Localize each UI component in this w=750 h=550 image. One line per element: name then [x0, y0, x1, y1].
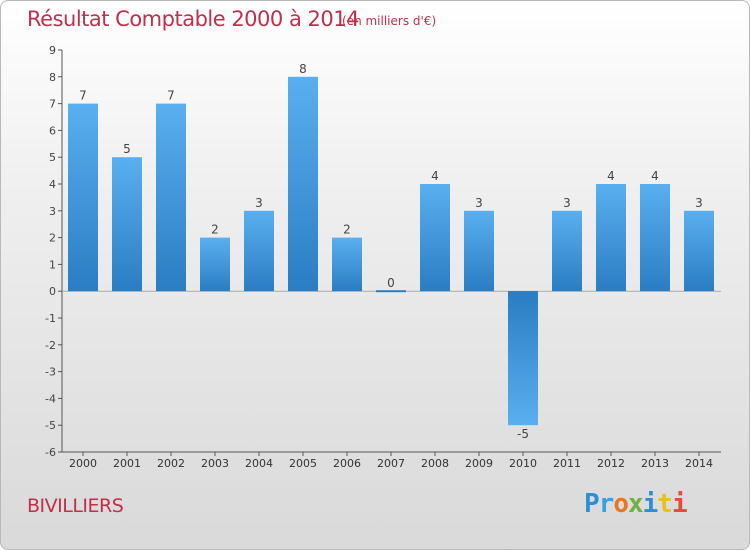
chart-subtitle: (en milliers d'€) [342, 14, 437, 28]
x-tick-label: 2010 [509, 457, 537, 470]
logo-letter: i [642, 489, 659, 519]
data-label: 7 [79, 89, 87, 103]
bar-2012 [596, 184, 626, 292]
bar-2005 [288, 76, 318, 292]
data-label: 2 [343, 223, 351, 237]
x-tick-label: 2012 [597, 457, 625, 470]
data-label: 7 [167, 89, 175, 103]
x-tick-label: 2006 [333, 457, 361, 470]
y-tick-label: 4 [49, 178, 56, 191]
y-tick-label: -4 [45, 392, 56, 405]
bar-2008 [420, 184, 450, 292]
bar-2011 [552, 210, 582, 292]
y-tick-label: -6 [45, 446, 56, 459]
chart-title: Résultat Comptable 2000 à 2014 [27, 7, 359, 31]
logo-letter: t [657, 489, 673, 519]
y-tick-label: -3 [45, 366, 56, 379]
y-tick-label: 6 [49, 124, 56, 137]
bar-2001 [112, 157, 142, 292]
bar-2006 [332, 237, 362, 292]
y-tick-label: -1 [45, 312, 56, 325]
x-tick-label: 2003 [201, 457, 229, 470]
bars [68, 76, 714, 426]
logo-letter: i [671, 489, 688, 519]
x-tick-label: 2011 [553, 457, 581, 470]
bar-2010 [508, 291, 538, 426]
y-tick-label: 2 [49, 232, 56, 245]
x-tick-label: 2013 [641, 457, 669, 470]
y-tick-label: -5 [45, 419, 56, 432]
x-tick-label: 2002 [157, 457, 185, 470]
y-tick-label: 7 [49, 98, 56, 111]
data-label: 0 [387, 276, 395, 290]
y-tick-label: -2 [45, 339, 56, 352]
data-label: 4 [607, 169, 615, 183]
data-label: 3 [563, 196, 571, 210]
x-tick-label: 2005 [289, 457, 317, 470]
commune-name: BIVILLIERS [27, 495, 124, 517]
bar-2003 [200, 237, 230, 292]
data-label: 3 [255, 196, 263, 210]
x-tick-label: 2007 [377, 457, 405, 470]
data-label: -5 [517, 427, 529, 441]
data-label: 2 [211, 223, 219, 237]
data-label: 3 [475, 196, 483, 210]
data-label: 4 [651, 169, 659, 183]
y-tick-label: 5 [49, 151, 56, 164]
y-tick-label: 0 [49, 285, 56, 298]
bar-2000 [68, 103, 98, 292]
data-label: 5 [123, 142, 131, 156]
y-tick-label: 3 [49, 205, 56, 218]
x-tick-label: 2000 [69, 457, 97, 470]
bar-2014 [684, 210, 714, 292]
logo-letter: o [613, 489, 629, 519]
bar-2002 [156, 103, 186, 292]
data-label: 3 [695, 196, 703, 210]
x-tick-label: 2014 [685, 457, 713, 470]
logo-letter: r [598, 489, 615, 519]
bar-2007 [376, 290, 406, 293]
logo-letter: x [627, 489, 644, 519]
proxiti-logo[interactable]: Proxiti [584, 489, 688, 519]
y-tick-label: 1 [49, 258, 56, 271]
y-tick-label: 8 [49, 71, 56, 84]
data-label: 4 [431, 169, 439, 183]
data-labels: 7 5 7 2 3 8 2 0 4 3 -5 3 4 4 3 [79, 62, 703, 441]
x-tick-label: 2009 [465, 457, 493, 470]
bar-2009 [464, 210, 494, 292]
logo-letter: P [584, 489, 600, 519]
x-tick-label: 2001 [113, 457, 141, 470]
x-tick-label: 2008 [421, 457, 449, 470]
x-tick-label: 2004 [245, 457, 273, 470]
bar-2004 [244, 210, 274, 292]
y-tick-label: 9 [49, 44, 56, 57]
bar-2013 [640, 184, 670, 292]
data-label: 8 [299, 62, 307, 76]
